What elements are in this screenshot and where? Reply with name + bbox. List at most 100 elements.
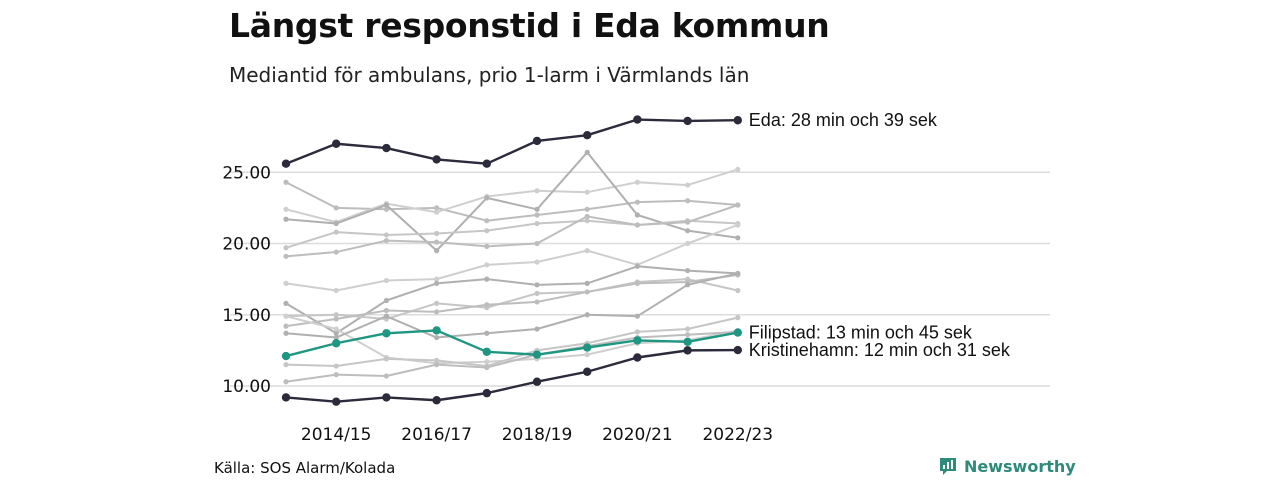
data-point <box>484 195 490 201</box>
brand-logo[interactable]: Newsworthy <box>938 456 1076 476</box>
series-line <box>285 273 738 328</box>
data-point <box>683 116 692 126</box>
series-line <box>285 224 739 292</box>
data-point <box>383 356 389 362</box>
series-line <box>285 204 739 258</box>
background-series <box>283 149 741 385</box>
series-line <box>285 330 738 383</box>
data-point <box>332 339 341 348</box>
y-tick-label: 15.00 <box>222 306 271 326</box>
series-line <box>285 348 738 403</box>
data-point <box>333 205 339 211</box>
series-background <box>283 272 741 329</box>
data-point <box>685 332 691 338</box>
series-labels: Eda: 28 min och 39 sek Filipstad: 13 min … <box>749 110 1011 360</box>
data-point <box>434 276 440 282</box>
data-point <box>534 326 540 332</box>
data-point <box>332 397 341 406</box>
data-point <box>633 353 642 362</box>
data-point <box>333 316 339 322</box>
data-point <box>333 330 339 336</box>
series-label: Kristinehamn: 12 min och 31 sek <box>749 340 1011 360</box>
chart-subtitle: Mediantid för ambulans, prio 1-larm i Vä… <box>229 63 750 87</box>
data-point <box>584 189 590 195</box>
data-point <box>534 206 540 212</box>
series-background <box>283 179 741 224</box>
series-line <box>285 272 739 339</box>
data-point <box>584 149 590 155</box>
data-point <box>534 188 540 194</box>
data-point <box>534 299 540 305</box>
series-line <box>285 118 738 165</box>
data-point <box>733 328 742 337</box>
data-point <box>333 229 339 235</box>
highlighted-series <box>281 115 742 406</box>
data-point <box>634 329 641 335</box>
data-point <box>735 235 741 241</box>
data-point <box>534 240 540 247</box>
series-line <box>285 168 739 224</box>
series-line <box>285 278 739 321</box>
data-point <box>584 248 590 254</box>
data-point <box>482 159 491 168</box>
data-point <box>482 388 491 398</box>
data-point <box>333 287 339 294</box>
grid-lines <box>230 171 1050 387</box>
data-point <box>685 326 691 332</box>
data-point <box>434 300 440 306</box>
data-point <box>685 282 691 288</box>
data-point <box>634 222 641 228</box>
data-point <box>283 313 289 319</box>
data-point <box>434 362 440 368</box>
data-point <box>583 343 592 352</box>
data-point <box>584 213 590 220</box>
data-point <box>434 248 440 254</box>
data-point <box>534 259 540 265</box>
data-point <box>432 326 441 335</box>
data-point <box>432 155 441 164</box>
data-point <box>383 238 389 244</box>
series-background <box>283 222 741 294</box>
data-point <box>434 280 440 286</box>
data-point <box>584 312 590 318</box>
data-point <box>584 352 590 358</box>
series-filipstad <box>281 326 742 361</box>
y-tick-label: 10.00 <box>222 377 271 397</box>
source-note: Källa: SOS Alarm/Kolada <box>214 459 396 477</box>
data-point <box>383 277 389 284</box>
data-point <box>283 300 289 306</box>
data-point <box>683 346 692 355</box>
data-point <box>484 276 490 282</box>
data-point <box>532 377 542 386</box>
data-point <box>434 209 440 215</box>
data-point <box>382 143 391 153</box>
data-point <box>735 202 741 208</box>
data-point <box>733 345 742 355</box>
x-axis-tick-labels: 2014/15 2016/17 2018/19 2020/21 2022/23 <box>301 425 773 445</box>
data-point <box>685 240 691 247</box>
data-point <box>333 363 339 369</box>
series-label: Filipstad: 13 min och 45 sek <box>749 323 973 343</box>
data-point <box>283 245 289 251</box>
series-kristinehamn <box>281 345 742 406</box>
data-point <box>333 334 339 341</box>
data-point <box>584 280 590 286</box>
chart-title: Längst responstid i Eda kommun <box>229 6 830 45</box>
x-tick-label: 2018/19 <box>502 425 573 445</box>
series-line <box>285 181 738 222</box>
data-point <box>484 359 490 365</box>
data-point <box>733 116 742 125</box>
data-point <box>634 179 641 185</box>
data-point <box>333 249 339 255</box>
data-point <box>484 364 490 371</box>
data-point <box>484 262 490 268</box>
data-point <box>281 351 291 361</box>
data-point <box>434 239 440 245</box>
data-point <box>484 228 490 234</box>
data-point <box>382 393 391 402</box>
series-background <box>283 202 741 259</box>
data-point <box>283 206 289 212</box>
data-point <box>735 270 741 277</box>
data-point <box>383 297 389 304</box>
data-point <box>281 393 291 402</box>
